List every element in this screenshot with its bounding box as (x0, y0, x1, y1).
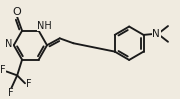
Text: N: N (152, 29, 160, 39)
Text: O: O (13, 7, 22, 17)
Text: F: F (0, 65, 5, 75)
Text: N: N (5, 39, 13, 49)
Text: F: F (8, 88, 13, 98)
Text: NH: NH (37, 21, 52, 31)
Text: F: F (26, 79, 32, 89)
